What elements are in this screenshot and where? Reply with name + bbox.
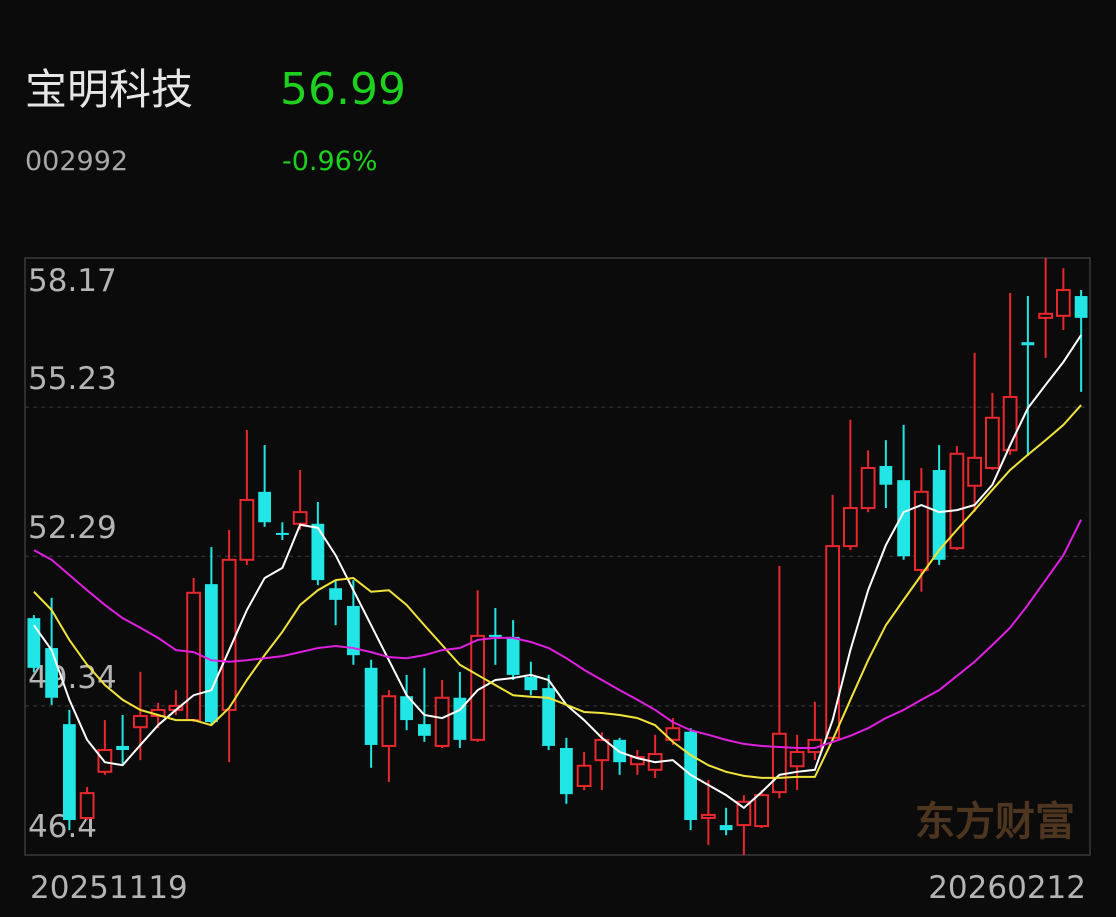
- candle-body: [116, 745, 130, 751]
- stock-name: 宝明科技: [25, 65, 193, 114]
- x-tick-label: 20251119: [30, 870, 188, 906]
- y-tick-label: 52.29: [28, 510, 117, 546]
- candle-body: [879, 465, 893, 485]
- candle-body: [488, 634, 502, 637]
- candle-body: [576, 764, 592, 788]
- candle-body: [719, 825, 733, 831]
- candle-body: [400, 696, 414, 721]
- candle-body: [79, 792, 95, 819]
- candle-body: [470, 634, 486, 741]
- candle-body: [1021, 342, 1035, 346]
- x-tick-label: 20260212: [928, 870, 1086, 906]
- candle-body: [860, 466, 876, 510]
- candle-body: [789, 751, 805, 768]
- candle-body: [381, 695, 397, 747]
- candle-body: [258, 491, 272, 523]
- stock-code: 002992: [25, 146, 128, 177]
- candle-body: [897, 480, 911, 557]
- candle-body: [311, 523, 325, 581]
- candle-body: [932, 470, 946, 560]
- candle-body: [62, 724, 76, 821]
- candle-body: [204, 584, 218, 723]
- candle-body: [771, 732, 787, 794]
- candle-body: [434, 696, 450, 747]
- candle-body: [221, 558, 237, 711]
- candle-body: [186, 591, 202, 722]
- candle-body: [913, 490, 929, 571]
- candle-body: [842, 507, 858, 548]
- ma-line: [33, 519, 1083, 749]
- candle-body: [967, 456, 983, 487]
- candle-body: [506, 636, 520, 675]
- candle-body: [1055, 288, 1071, 317]
- candle-body: [364, 667, 378, 745]
- candle-body: [132, 715, 148, 729]
- candle-body: [1074, 296, 1088, 318]
- stock-change: -0.96%: [282, 146, 378, 177]
- y-tick-label: 49.34: [28, 660, 117, 696]
- y-tick-label: 58.17: [28, 263, 117, 299]
- candle-body: [453, 697, 467, 740]
- candle-body: [524, 676, 538, 691]
- watermark: 东方财富: [915, 798, 1075, 845]
- candle-body: [736, 800, 752, 827]
- candle-body: [275, 532, 289, 535]
- candle-body: [417, 724, 431, 736]
- candle-body: [1002, 395, 1018, 452]
- stock-price: 56.99: [280, 64, 406, 115]
- candle-body: [594, 738, 610, 762]
- candle-body: [239, 498, 255, 561]
- candle-body: [984, 416, 1000, 469]
- candle-body: [1038, 312, 1054, 319]
- candle-body: [559, 747, 573, 795]
- candle-body: [329, 588, 343, 600]
- candle-body: [346, 605, 360, 656]
- candle-body: [45, 648, 59, 698]
- ma-line: [33, 404, 1082, 779]
- candle-body: [700, 813, 716, 819]
- y-tick-label: 55.23: [28, 361, 117, 397]
- candle-body: [949, 452, 965, 550]
- candle-body: [665, 727, 681, 741]
- candle-body: [292, 511, 308, 525]
- candle-body: [754, 794, 770, 828]
- candle-body: [542, 688, 556, 746]
- ma-line: [33, 334, 1082, 810]
- candle-body: [825, 545, 841, 739]
